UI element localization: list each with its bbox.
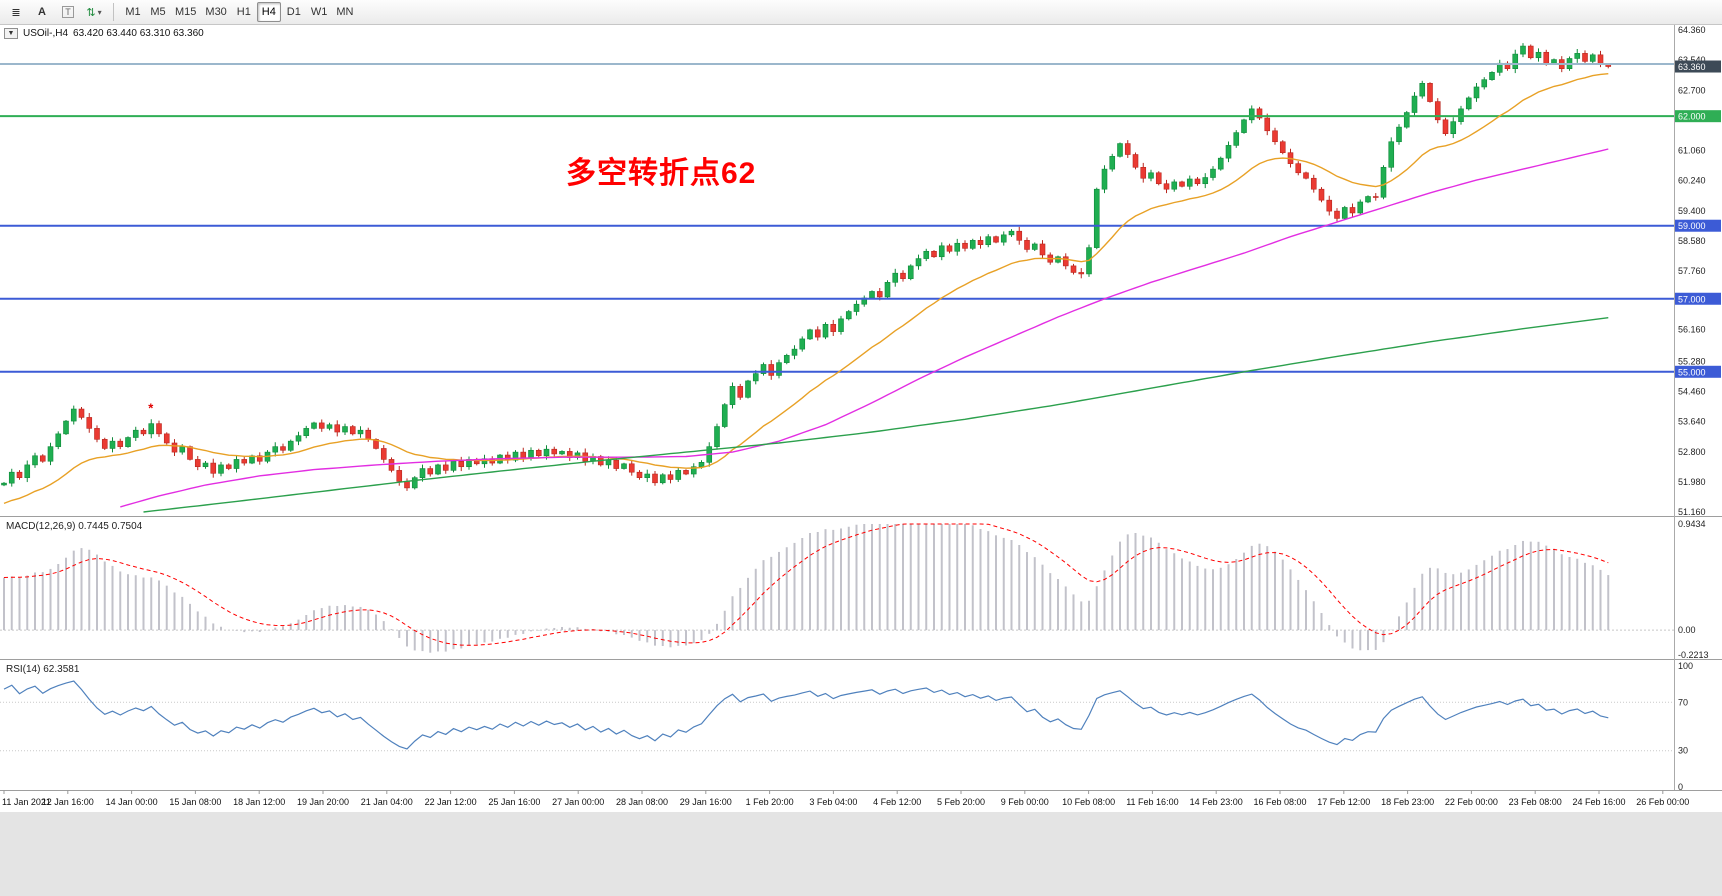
- svg-text:14 Feb 23:00: 14 Feb 23:00: [1190, 797, 1243, 807]
- svg-text:53.640: 53.640: [1678, 416, 1706, 426]
- svg-text:4 Feb 12:00: 4 Feb 12:00: [873, 797, 921, 807]
- svg-text:14 Jan 00:00: 14 Jan 00:00: [106, 797, 158, 807]
- timeframe-button-h4[interactable]: H4: [256, 2, 281, 22]
- svg-text:11 Jan 2021: 11 Jan 2021: [2, 797, 51, 807]
- svg-text:59.400: 59.400: [1678, 206, 1706, 216]
- svg-text:1 Feb 20:00: 1 Feb 20:00: [746, 797, 794, 807]
- macd-signal-line: [3, 523, 1609, 646]
- toolbar-tools: ≣ A T ⇅ ▾: [4, 2, 106, 22]
- arrows-icon: ⇅: [86, 6, 96, 19]
- svg-text:17 Feb 12:00: 17 Feb 12:00: [1317, 797, 1370, 807]
- rsi-line: [3, 680, 1609, 750]
- tool-button-cursor-a[interactable]: A: [30, 2, 54, 22]
- toolbar-separator: [113, 3, 114, 21]
- price-tag: [1675, 292, 1721, 305]
- candlestick-layer: [1, 43, 1612, 491]
- timeframe-button-m5[interactable]: M5: [150, 6, 166, 18]
- svg-text:25 Jan 16:00: 25 Jan 16:00: [488, 797, 540, 807]
- timeframe-button-m30[interactable]: M30: [205, 6, 227, 18]
- dropdown-caret-icon: ▾: [97, 7, 102, 17]
- svg-text:51.980: 51.980: [1678, 477, 1706, 487]
- svg-text:52.800: 52.800: [1678, 447, 1706, 457]
- svg-text:18 Feb 23:00: 18 Feb 23:00: [1381, 797, 1434, 807]
- svg-text:22 Jan 12:00: 22 Jan 12:00: [425, 797, 477, 807]
- chart-toolbar: ≣ A T ⇅ ▾ M1 M5 M15 M30 H1 H4 D1 W1 MN: [0, 0, 1722, 25]
- svg-text:24 Feb 16:00: 24 Feb 16:00: [1572, 797, 1625, 807]
- text-tool-icon: T: [62, 6, 74, 18]
- svg-text:0.00: 0.00: [1678, 625, 1696, 635]
- svg-text:62.700: 62.700: [1678, 86, 1706, 96]
- svg-text:58.580: 58.580: [1678, 236, 1706, 246]
- svg-text:57.760: 57.760: [1678, 266, 1706, 276]
- svg-text:0: 0: [1678, 782, 1683, 792]
- svg-text:12 Jan 16:00: 12 Jan 16:00: [42, 797, 94, 807]
- svg-text:61.060: 61.060: [1678, 146, 1706, 156]
- svg-text:100: 100: [1678, 661, 1693, 671]
- price-tag: [1675, 219, 1721, 232]
- svg-text:5 Feb 20:00: 5 Feb 20:00: [937, 797, 985, 807]
- svg-text:27 Jan 00:00: 27 Jan 00:00: [552, 797, 604, 807]
- svg-text:64.360: 64.360: [1678, 25, 1706, 35]
- svg-text:22 Feb 00:00: 22 Feb 00:00: [1445, 797, 1498, 807]
- svg-text:11 Feb 16:00: 11 Feb 16:00: [1126, 797, 1178, 807]
- price-tag: [1675, 110, 1721, 123]
- svg-text:18 Jan 12:00: 18 Jan 12:00: [233, 797, 285, 807]
- svg-text:16 Feb 08:00: 16 Feb 08:00: [1253, 797, 1306, 807]
- timeframe-button-m15[interactable]: M15: [175, 6, 197, 18]
- signal-marker: *: [148, 401, 154, 416]
- tool-button-menu-lines[interactable]: ≣: [4, 2, 28, 22]
- timeframe-button-m1[interactable]: M1: [125, 6, 141, 18]
- svg-text:15 Jan 08:00: 15 Jan 08:00: [169, 797, 221, 807]
- svg-text:51.160: 51.160: [1678, 507, 1706, 517]
- svg-text:70: 70: [1678, 697, 1688, 707]
- svg-text:54.460: 54.460: [1678, 387, 1706, 397]
- svg-text:28 Jan 08:00: 28 Jan 08:00: [616, 797, 668, 807]
- svg-text:55.280: 55.280: [1678, 357, 1706, 367]
- macd-histogram: [3, 524, 1610, 653]
- svg-text:21 Jan 04:00: 21 Jan 04:00: [361, 797, 413, 807]
- price-tag: [1675, 60, 1721, 73]
- svg-text:30: 30: [1678, 746, 1688, 756]
- timeframe-button-h1[interactable]: H1: [236, 6, 251, 18]
- svg-text:63.360: 63.360: [1678, 62, 1706, 72]
- svg-text:9 Feb 00:00: 9 Feb 00:00: [1001, 797, 1049, 807]
- svg-text:19 Jan 20:00: 19 Jan 20:00: [297, 797, 349, 807]
- svg-text:26 Feb 00:00: 26 Feb 00:00: [1636, 797, 1689, 807]
- svg-text:56.160: 56.160: [1678, 324, 1706, 334]
- svg-text:57.000: 57.000: [1678, 294, 1706, 304]
- tool-button-arrows[interactable]: ⇅ ▾: [82, 2, 106, 22]
- menu-lines-icon: ≣: [11, 6, 21, 19]
- svg-text:0.9434: 0.9434: [1678, 519, 1706, 529]
- svg-text:-0.2213: -0.2213: [1678, 650, 1709, 660]
- timeframe-button-d1[interactable]: D1: [286, 6, 301, 18]
- timeframe-button-w1[interactable]: W1: [310, 6, 328, 18]
- svg-text:63.540: 63.540: [1678, 55, 1706, 65]
- price-tag: [1675, 365, 1721, 378]
- svg-text:59.000: 59.000: [1678, 221, 1706, 231]
- timeframe-button-mn[interactable]: MN: [336, 6, 354, 18]
- svg-text:55.000: 55.000: [1678, 367, 1706, 377]
- svg-text:10 Feb 08:00: 10 Feb 08:00: [1062, 797, 1115, 807]
- svg-text:62.000: 62.000: [1678, 112, 1706, 122]
- bottom-gray-strip: [0, 812, 1722, 896]
- tool-button-text-tool[interactable]: T: [56, 2, 80, 22]
- svg-text:23 Feb 08:00: 23 Feb 08:00: [1509, 797, 1562, 807]
- timeframe-toolbar: M1 M5 M15 M30 H1 H4 D1 W1 MN: [121, 2, 357, 22]
- svg-text:29 Jan 16:00: 29 Jan 16:00: [680, 797, 732, 807]
- svg-text:60.240: 60.240: [1678, 175, 1706, 185]
- svg-text:3 Feb 04:00: 3 Feb 04:00: [809, 797, 857, 807]
- cursor-a-icon: A: [38, 6, 46, 18]
